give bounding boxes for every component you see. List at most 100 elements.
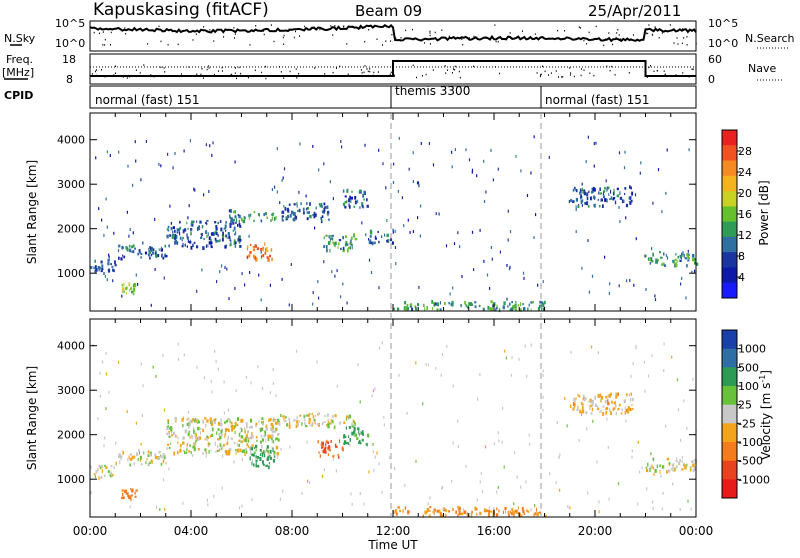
power-colorbar-swatch <box>722 160 737 177</box>
data-cell <box>269 434 272 439</box>
data-cell <box>271 257 273 262</box>
data-cell <box>647 374 650 378</box>
nsearch-dot <box>461 38 463 40</box>
data-cell <box>591 187 594 191</box>
data-cell <box>191 420 193 423</box>
data-cell <box>606 198 608 203</box>
data-cell <box>591 399 594 403</box>
data-cell <box>296 416 298 420</box>
data-cell <box>448 301 450 305</box>
data-cell <box>156 505 158 509</box>
data-cell <box>507 238 509 242</box>
data-cell <box>207 503 209 507</box>
data-cell <box>435 212 437 216</box>
data-cell <box>230 239 232 244</box>
data-cell <box>348 198 350 203</box>
data-cell <box>686 264 688 268</box>
nsearch-dot <box>495 40 497 43</box>
data-cell <box>369 230 373 235</box>
data-cell <box>510 307 513 312</box>
data-cell <box>522 271 525 275</box>
data-cell <box>175 434 177 438</box>
data-cell <box>318 451 320 454</box>
power-colorbar-swatch <box>722 267 737 284</box>
velocity-colorbar-frame <box>721 329 738 499</box>
nsky-tick-low-right: 10^0 <box>708 37 738 50</box>
data-cell <box>624 406 626 411</box>
data-cell <box>230 219 233 223</box>
data-cell <box>694 262 696 265</box>
data-cell <box>320 216 322 220</box>
data-cell <box>335 469 337 473</box>
nsearch-dot <box>473 35 475 38</box>
power-colorbar-swatch <box>722 252 737 268</box>
data-cell <box>649 468 651 472</box>
data-cell <box>172 226 175 229</box>
data-cell <box>327 241 331 245</box>
data-cell <box>608 193 610 196</box>
data-cell <box>629 408 632 411</box>
data-cell <box>570 350 572 354</box>
data-cell <box>334 274 336 278</box>
data-cell <box>358 433 360 437</box>
data-cell <box>250 435 252 440</box>
data-cell <box>147 253 150 257</box>
data-cell <box>132 231 134 235</box>
data-cell <box>190 451 192 455</box>
nave-dot <box>298 72 300 75</box>
data-cell <box>591 407 594 412</box>
data-cell <box>631 191 634 196</box>
data-cell <box>616 187 619 191</box>
nsearch-dot <box>214 31 216 33</box>
data-cell <box>332 414 334 419</box>
data-cell <box>585 201 589 206</box>
data-cell <box>189 444 192 447</box>
x-tick-label: 00:00 <box>679 524 714 538</box>
data-cell <box>103 272 105 275</box>
data-cell <box>207 244 209 248</box>
nsearch-dot <box>578 37 580 39</box>
data-cell <box>245 422 248 426</box>
data-cell <box>393 162 395 166</box>
data-cell <box>346 189 349 193</box>
data-cell <box>211 390 213 394</box>
data-cell <box>677 408 680 412</box>
data-cell <box>353 426 356 431</box>
data-cell <box>351 422 353 426</box>
data-cell <box>351 431 354 436</box>
cpid-panel: CPID normal (fast) 151 themis 3300 norma… <box>4 84 697 109</box>
data-cell <box>578 395 581 398</box>
data-cell <box>663 264 667 267</box>
nave-dot <box>135 69 137 71</box>
data-cell <box>105 197 107 201</box>
data-cell <box>271 439 273 443</box>
data-cell <box>679 259 682 262</box>
data-cell <box>361 204 364 207</box>
data-cell <box>468 303 470 307</box>
data-cell <box>214 221 217 224</box>
data-cell <box>263 463 265 466</box>
data-cell <box>618 403 621 407</box>
data-cell <box>99 371 101 375</box>
data-cell <box>306 414 308 417</box>
data-cell <box>205 230 208 235</box>
data-cell <box>182 236 184 240</box>
data-cell <box>692 468 695 472</box>
nsearch-dot <box>334 25 336 27</box>
data-cell <box>206 419 209 423</box>
data-cell <box>244 429 246 434</box>
data-cell <box>160 462 163 466</box>
data-cell <box>640 161 642 165</box>
data-cell <box>374 455 376 459</box>
data-cell <box>605 395 608 399</box>
data-cell <box>676 378 679 382</box>
data-cell <box>349 205 351 209</box>
nave-dot <box>289 70 291 73</box>
data-cell <box>201 232 203 236</box>
data-cell <box>605 407 607 410</box>
data-cell <box>463 510 467 515</box>
data-cell <box>163 455 166 459</box>
data-cell <box>498 439 500 443</box>
data-cell <box>286 207 289 212</box>
data-cell <box>572 407 575 411</box>
